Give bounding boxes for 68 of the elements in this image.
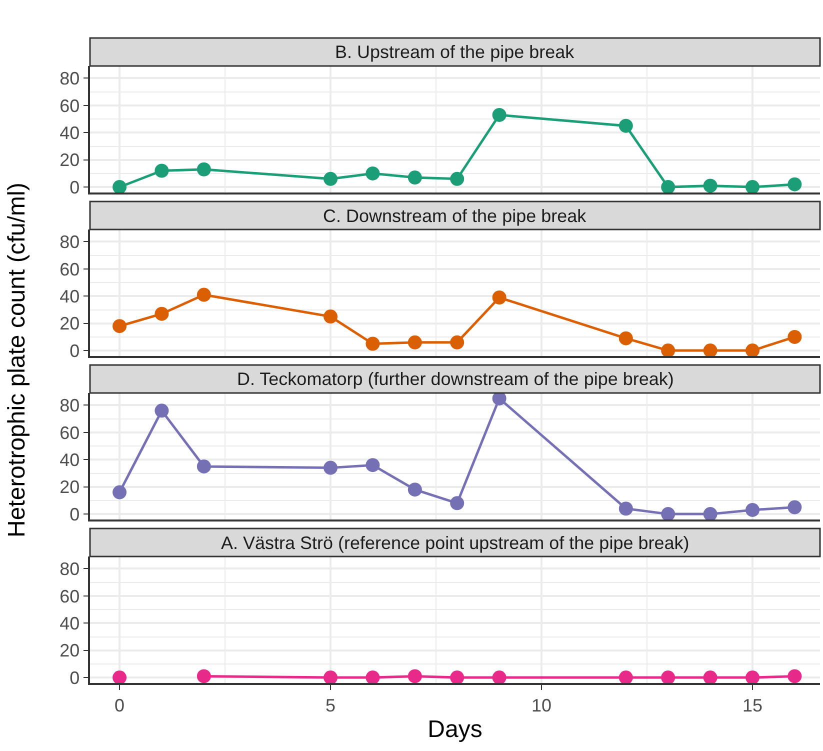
y-tick-label: 80 bbox=[60, 232, 80, 252]
chart-title: D. Teckomatorp (further downstream of the pipe break) bbox=[237, 369, 674, 389]
point bbox=[112, 319, 127, 334]
y-tick-label: 0 bbox=[70, 504, 80, 524]
point bbox=[618, 502, 633, 516]
x-tick-label: 10 bbox=[531, 695, 552, 716]
x-tick-label: 0 bbox=[114, 695, 125, 716]
y-tick-label: 40 bbox=[60, 613, 80, 634]
y-tick-label: 0 bbox=[70, 340, 80, 361]
point bbox=[366, 458, 380, 472]
point bbox=[196, 288, 211, 302]
point bbox=[450, 496, 464, 510]
point bbox=[196, 162, 211, 176]
point bbox=[408, 335, 422, 350]
point bbox=[366, 166, 380, 180]
point bbox=[703, 344, 718, 358]
y-tick-label: 20 bbox=[60, 314, 80, 334]
y-tick-label: 60 bbox=[60, 586, 80, 606]
y-tick-label: 40 bbox=[60, 122, 80, 143]
y-tick-label: 60 bbox=[60, 422, 80, 443]
point bbox=[154, 404, 169, 418]
point bbox=[618, 331, 633, 346]
point bbox=[745, 180, 760, 194]
y-tick-label: 40 bbox=[60, 450, 80, 470]
y-axis-title: Heterotrophic plate count (cfu/ml) bbox=[4, 182, 30, 538]
point bbox=[450, 172, 464, 186]
y-tick-label: 20 bbox=[60, 150, 80, 170]
y-tick-label: 20 bbox=[60, 640, 80, 661]
point bbox=[703, 507, 718, 522]
point bbox=[154, 306, 169, 321]
x-axis-title: Days bbox=[428, 716, 482, 744]
point bbox=[450, 335, 464, 350]
x-tick-label: 15 bbox=[742, 695, 763, 716]
point bbox=[745, 344, 760, 358]
y-tick-label: 80 bbox=[60, 396, 80, 416]
point bbox=[788, 330, 802, 344]
y-tick-label: 60 bbox=[60, 96, 80, 116]
point bbox=[661, 180, 676, 194]
y-tick-label: 20 bbox=[60, 477, 80, 498]
y-tick-label: 40 bbox=[60, 286, 80, 306]
point bbox=[745, 502, 760, 517]
y-tick-label: 80 bbox=[60, 68, 80, 89]
y-tick-label: 80 bbox=[60, 559, 80, 580]
point bbox=[196, 459, 211, 474]
y-tick-label: 0 bbox=[70, 177, 80, 198]
point bbox=[661, 507, 676, 522]
point bbox=[492, 108, 506, 122]
point bbox=[112, 180, 127, 194]
point bbox=[492, 290, 506, 305]
point bbox=[661, 344, 676, 358]
x-tick-label: 5 bbox=[326, 695, 336, 716]
point bbox=[703, 178, 718, 193]
chart-title: A. Västra Strö (reference point upstream of the pipe break) bbox=[221, 533, 690, 553]
point bbox=[112, 485, 127, 500]
chart-title: C. Downstream of the pipe break bbox=[323, 206, 588, 226]
chart-title: B. Upstream of the pipe break bbox=[335, 42, 576, 62]
point bbox=[324, 310, 338, 324]
point bbox=[408, 170, 422, 185]
point bbox=[788, 177, 802, 192]
point bbox=[324, 172, 338, 186]
point bbox=[618, 118, 633, 133]
y-tick-label: 60 bbox=[60, 259, 80, 280]
point bbox=[788, 500, 802, 514]
point bbox=[366, 336, 380, 351]
point bbox=[324, 460, 338, 475]
y-tick-label: 0 bbox=[70, 668, 80, 688]
point bbox=[154, 164, 169, 178]
point bbox=[408, 482, 422, 497]
